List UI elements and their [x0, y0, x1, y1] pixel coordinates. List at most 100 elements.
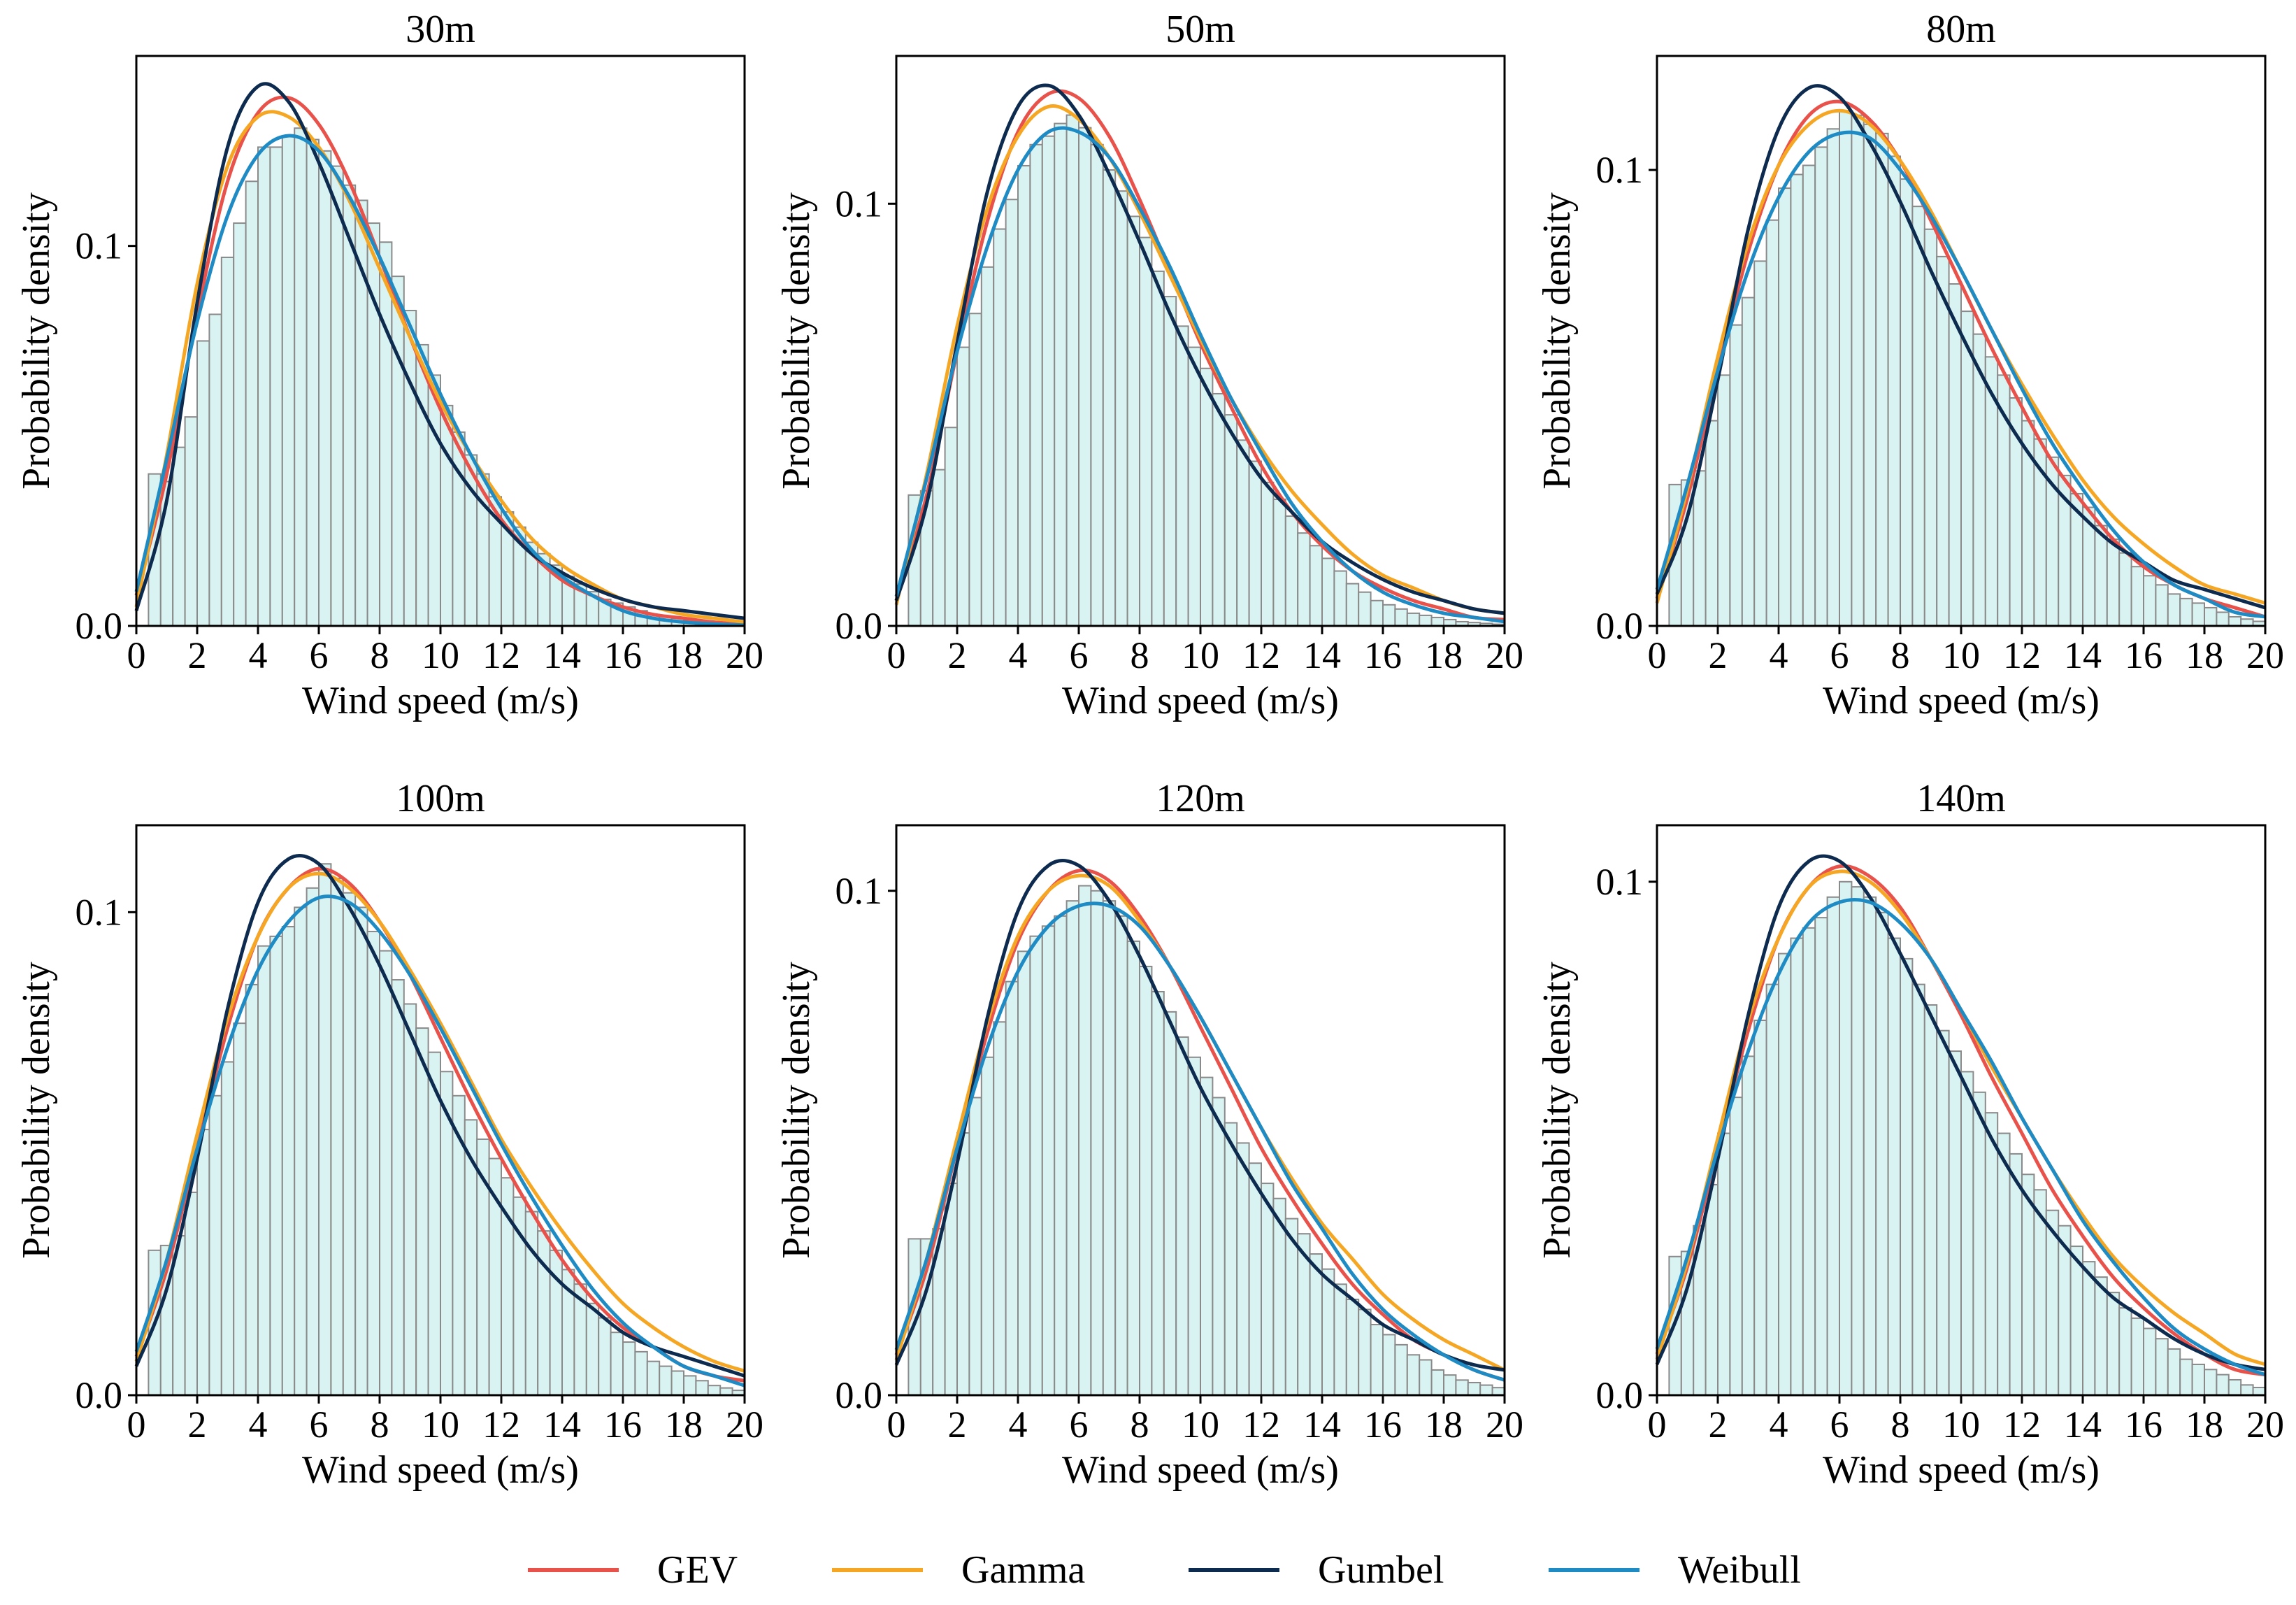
histogram-bar [980, 266, 995, 627]
x-tick-label: 2 [1709, 634, 1728, 676]
histogram-bar [956, 346, 970, 627]
histogram-bar [233, 1022, 247, 1397]
histogram-bar [1717, 374, 1731, 627]
x-tick-label: 16 [2125, 634, 2162, 676]
histogram-bar [610, 1332, 624, 1396]
histogram-bar [196, 340, 210, 627]
histogram-bar [318, 150, 332, 627]
histogram-bar [2204, 1369, 2218, 1397]
x-tick-label: 16 [604, 1404, 642, 1446]
histogram-bar [330, 877, 344, 1396]
histogram-bar [1491, 1387, 1506, 1397]
histogram-bar [1765, 983, 1780, 1396]
histogram-bar [330, 165, 344, 627]
histogram-bar [1997, 1132, 2011, 1397]
histogram-bar [1078, 127, 1092, 627]
panel-140m: 0 2 4 6 8 10 12 14 16 18 20 0.0 0.1 140m Wind speed (m… [1535, 777, 2284, 1492]
histogram-bar [968, 1097, 982, 1396]
x-tick-label: 0 [127, 1404, 146, 1446]
histogram-bar [281, 926, 296, 1397]
x-tick-label: 2 [948, 634, 967, 676]
y-tick-label: 0.0 [835, 605, 883, 647]
histogram-bar [524, 1211, 539, 1397]
histogram-bar [1224, 1122, 1238, 1397]
histogram-bar [1765, 219, 1780, 627]
histogram-bar [1936, 1029, 1950, 1396]
x-tick-label: 16 [1364, 1404, 1402, 1446]
x-tick-label: 20 [1486, 634, 1523, 676]
panel-50m-x-axis-label: Wind speed (m/s) [1062, 679, 1339, 722]
x-tick-label: 20 [1486, 1404, 1523, 1446]
legend-label-gumbel: Gumbel [1318, 1548, 1444, 1592]
x-tick-label: 0 [887, 1404, 906, 1446]
legend-swatch-gev [528, 1568, 619, 1572]
histogram-bar [670, 1370, 684, 1396]
histogram-bar [585, 1302, 600, 1397]
histogram-bar [1200, 367, 1214, 627]
histogram-bar [1911, 983, 1925, 1396]
histogram-bar [2106, 1292, 2121, 1397]
histogram-bar [695, 1380, 709, 1397]
x-tick-label: 6 [1070, 1404, 1089, 1446]
histogram-bar [2252, 1386, 2267, 1396]
histogram-bar [1163, 296, 1177, 627]
x-tick-label: 10 [1942, 1404, 1980, 1446]
y-tick-label: 0.1 [1596, 149, 1644, 191]
legend-swatch-gamma [832, 1568, 923, 1572]
histogram-bar [1041, 925, 1056, 1396]
histogram-bar [1419, 1359, 1433, 1397]
histogram-bar [379, 241, 393, 627]
histogram-bar [719, 1387, 733, 1397]
histogram-bar [1984, 1112, 1999, 1397]
histogram-bar [1717, 1132, 1731, 1397]
histogram-bar [2130, 566, 2145, 627]
histogram-bar [2179, 1358, 2193, 1396]
histogram-bar [379, 950, 393, 1396]
histogram-bar [2227, 1378, 2242, 1396]
histogram-bar [1802, 927, 1816, 1396]
histogram-bar [1923, 228, 1938, 627]
histogram-bar [269, 935, 283, 1396]
histogram-bar [1851, 886, 1865, 1396]
histogram-bar [1017, 950, 1031, 1397]
y-tick-label: 0.1 [835, 870, 883, 912]
x-tick-label: 16 [604, 634, 642, 676]
y-tick-label: 0.0 [1596, 1374, 1644, 1416]
panel-100m-title: 100m [396, 777, 485, 820]
histogram-bar [1212, 1097, 1226, 1396]
histogram-bar [2216, 1374, 2230, 1397]
histogram-bar [208, 1094, 222, 1397]
histogram-bar [1333, 570, 1347, 627]
x-tick-label: 12 [2003, 1404, 2041, 1446]
histogram-bar [1066, 114, 1079, 627]
histogram-bar [1248, 1162, 1262, 1396]
histogram-bar [1826, 896, 1841, 1397]
histogram-bar [1419, 614, 1433, 627]
histogram-bar [306, 138, 320, 627]
x-tick-label: 4 [1770, 634, 1788, 676]
series-line-weibull [134, 894, 745, 1388]
histogram-bar [220, 1061, 235, 1397]
histogram-bar [1814, 917, 1828, 1397]
histogram-bar [1126, 215, 1140, 627]
histogram-bar [1900, 178, 1914, 627]
histogram-bar [1479, 1384, 1493, 1396]
histogram-bar [2191, 602, 2206, 627]
legend-item-gumbel: Gumbel [1189, 1539, 1444, 1602]
x-tick-label: 12 [2003, 634, 2041, 676]
panel-30m-histogram [148, 127, 745, 627]
x-tick-label: 6 [1830, 634, 1849, 676]
histogram-bar [1005, 199, 1019, 627]
histogram-bar [1911, 206, 1925, 627]
x-tick-label: 0 [1648, 1404, 1667, 1446]
histogram-bar [233, 222, 247, 627]
histogram-bar [598, 1317, 612, 1396]
panel-80m-x-axis-label: Wind speed (m/s) [1823, 679, 2100, 722]
histogram-bar [1017, 164, 1031, 627]
x-tick-label: 18 [665, 634, 703, 676]
x-tick-label: 18 [2186, 634, 2223, 676]
legend-label-weibull: Weibull [1678, 1548, 1801, 1592]
histogram-bar [2167, 1348, 2181, 1397]
legend-item-weibull: Weibull [1549, 1539, 1801, 1602]
histogram-bar [1705, 1183, 1719, 1396]
